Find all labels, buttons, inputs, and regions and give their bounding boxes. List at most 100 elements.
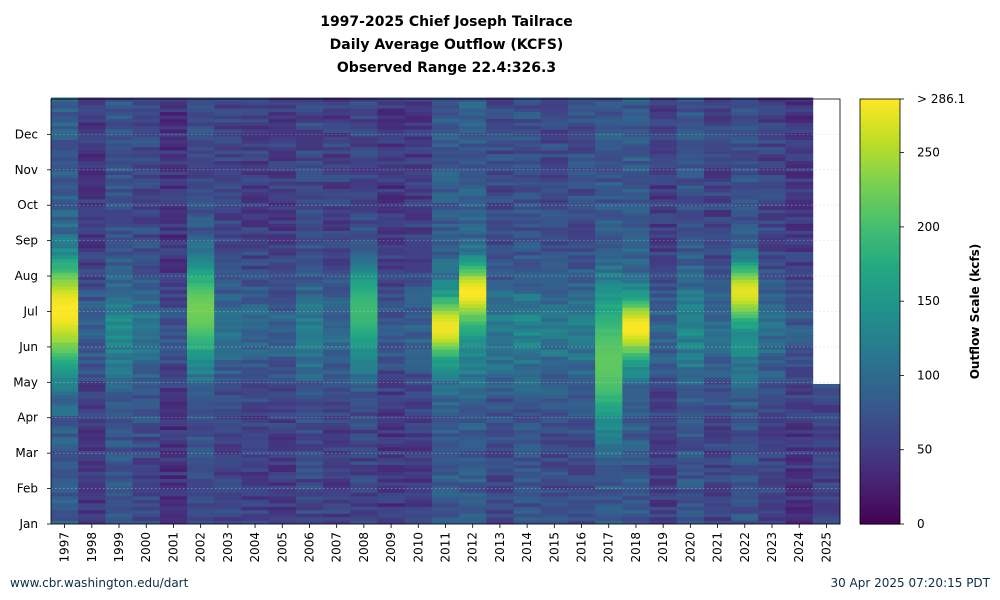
heatmap-cell bbox=[486, 383, 514, 389]
heatmap-cell bbox=[78, 502, 106, 507]
colorbar-segment bbox=[860, 417, 900, 422]
heatmap-cell bbox=[323, 303, 351, 308]
heatmap-cell bbox=[649, 135, 678, 141]
heatmap-cell bbox=[567, 408, 596, 413]
heatmap-cell bbox=[350, 436, 378, 441]
heatmap-cell bbox=[459, 509, 487, 514]
heatmap-cell bbox=[785, 328, 814, 333]
heatmap-cell bbox=[268, 111, 297, 116]
heatmap-cell bbox=[622, 212, 650, 217]
heatmap-cell bbox=[241, 467, 270, 472]
heatmap-cell bbox=[703, 142, 732, 148]
heatmap-cell bbox=[350, 244, 378, 249]
heatmap-cell bbox=[486, 502, 514, 507]
heatmap-cell bbox=[159, 303, 188, 308]
heatmap-cell bbox=[731, 149, 759, 155]
heatmap-cell bbox=[567, 331, 596, 336]
footer-source-link[interactable]: www.cbr.washington.edu/dart bbox=[10, 576, 189, 590]
heatmap-cell bbox=[214, 258, 242, 263]
heatmap-cell bbox=[622, 321, 650, 326]
heatmap-cell bbox=[703, 195, 732, 200]
heatmap-cell bbox=[295, 153, 324, 158]
heatmap-cell bbox=[513, 345, 542, 350]
heatmap-cell bbox=[404, 177, 433, 182]
heatmap-cell bbox=[459, 177, 487, 182]
heatmap-cell bbox=[214, 296, 242, 301]
heatmap-cell bbox=[731, 146, 759, 151]
heatmap-cell bbox=[241, 293, 270, 298]
heatmap-cell bbox=[323, 111, 351, 116]
heatmap-cell bbox=[567, 265, 596, 270]
heatmap-cell bbox=[404, 467, 433, 472]
heatmap-cell bbox=[785, 404, 814, 410]
heatmap-cell bbox=[241, 387, 270, 392]
heatmap-cell bbox=[105, 254, 134, 259]
heatmap-cell bbox=[214, 300, 242, 305]
heatmap-cell bbox=[105, 509, 134, 514]
heatmap-cell bbox=[703, 383, 732, 389]
heatmap-cell bbox=[649, 293, 678, 298]
heatmap-cell bbox=[78, 300, 106, 305]
heatmap-cell bbox=[622, 104, 650, 109]
heatmap-cell bbox=[51, 453, 79, 458]
heatmap-cell bbox=[703, 481, 732, 486]
heatmap-cell bbox=[676, 464, 705, 469]
heatmap-cell bbox=[323, 184, 351, 189]
heatmap-cell bbox=[105, 356, 134, 361]
heatmap-cell bbox=[758, 223, 786, 228]
heatmap-cell bbox=[758, 156, 786, 162]
heatmap-cell bbox=[595, 520, 623, 525]
heatmap-cell bbox=[295, 520, 324, 525]
colorbar-segment bbox=[860, 506, 900, 511]
heatmap-cell bbox=[703, 506, 732, 511]
heatmap-cell bbox=[159, 212, 188, 217]
heatmap-cell bbox=[159, 195, 188, 200]
heatmap-cell bbox=[459, 265, 487, 270]
heatmap-cell bbox=[404, 335, 433, 340]
heatmap-cell bbox=[649, 219, 678, 224]
heatmap-cell bbox=[350, 101, 378, 106]
heatmap-cell bbox=[731, 251, 759, 256]
heatmap-cell bbox=[51, 439, 79, 444]
heatmap-cell bbox=[758, 321, 786, 326]
heatmap-cell bbox=[51, 139, 79, 144]
heatmap-cell bbox=[105, 188, 134, 193]
heatmap-cell bbox=[404, 502, 433, 507]
heatmap-cell bbox=[78, 167, 106, 172]
heatmap-cell bbox=[540, 513, 569, 518]
x-tick-label: 2016 bbox=[575, 532, 589, 563]
heatmap-cell bbox=[214, 460, 242, 465]
heatmap-cell bbox=[377, 209, 406, 214]
heatmap-cell bbox=[431, 506, 460, 511]
heatmap-cell bbox=[812, 499, 841, 504]
heatmap-cell bbox=[567, 121, 596, 127]
heatmap-cell bbox=[431, 474, 460, 479]
heatmap-cell bbox=[51, 303, 79, 308]
heatmap-cell bbox=[268, 108, 297, 113]
heatmap-cell bbox=[812, 485, 841, 490]
heatmap-cell bbox=[377, 436, 406, 441]
heatmap-cell bbox=[78, 404, 106, 410]
heatmap-cell bbox=[295, 286, 324, 291]
heatmap-cell bbox=[295, 230, 324, 235]
heatmap-cell bbox=[214, 359, 242, 364]
heatmap-cell bbox=[540, 432, 569, 437]
heatmap-cell bbox=[731, 286, 759, 291]
heatmap-cell bbox=[377, 115, 406, 120]
heatmap-cell bbox=[431, 289, 460, 294]
heatmap-cell bbox=[159, 485, 188, 490]
heatmap-cell bbox=[51, 328, 79, 333]
heatmap-cell bbox=[295, 443, 324, 448]
heatmap-cell bbox=[731, 443, 759, 448]
heatmap-cell bbox=[159, 310, 188, 315]
heatmap-cell bbox=[812, 495, 841, 500]
heatmap-cell bbox=[649, 443, 678, 448]
heatmap-cell bbox=[241, 223, 270, 228]
heatmap-cell bbox=[105, 121, 134, 127]
heatmap-cell bbox=[187, 303, 215, 308]
heatmap-cell bbox=[350, 104, 378, 109]
heatmap-cell bbox=[785, 506, 814, 511]
heatmap-cell bbox=[105, 261, 134, 266]
heatmap-cell bbox=[595, 317, 623, 322]
heatmap-cell bbox=[159, 418, 188, 423]
